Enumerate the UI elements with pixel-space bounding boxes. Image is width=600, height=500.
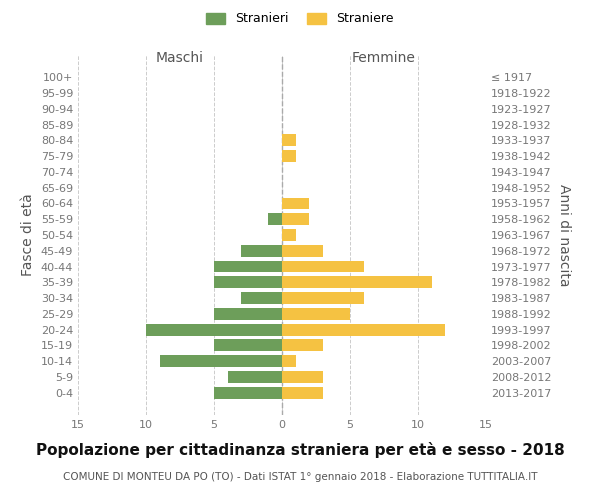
Bar: [214, 387, 282, 398]
Y-axis label: Fasce di età: Fasce di età: [21, 194, 35, 276]
Legend: Stranieri, Straniere: Stranieri, Straniere: [203, 8, 397, 29]
Bar: [282, 308, 350, 320]
Bar: [282, 371, 323, 383]
Bar: [282, 356, 296, 367]
Bar: [282, 229, 296, 241]
Bar: [241, 292, 282, 304]
Bar: [214, 340, 282, 351]
Bar: [160, 356, 282, 367]
Text: Femmine: Femmine: [352, 50, 416, 64]
Bar: [282, 340, 323, 351]
Bar: [268, 214, 282, 225]
Text: Maschi: Maschi: [156, 50, 204, 64]
Text: Popolazione per cittadinanza straniera per età e sesso - 2018: Popolazione per cittadinanza straniera p…: [35, 442, 565, 458]
Bar: [146, 324, 282, 336]
Bar: [227, 371, 282, 383]
Bar: [282, 150, 296, 162]
Bar: [282, 134, 296, 146]
Bar: [282, 292, 364, 304]
Bar: [282, 198, 309, 209]
Bar: [214, 308, 282, 320]
Bar: [282, 260, 364, 272]
Bar: [282, 245, 323, 256]
Text: COMUNE DI MONTEU DA PO (TO) - Dati ISTAT 1° gennaio 2018 - Elaborazione TUTTITAL: COMUNE DI MONTEU DA PO (TO) - Dati ISTAT…: [63, 472, 537, 482]
Bar: [282, 214, 309, 225]
Bar: [282, 324, 445, 336]
Bar: [282, 276, 431, 288]
Bar: [214, 260, 282, 272]
Bar: [282, 387, 323, 398]
Bar: [214, 276, 282, 288]
Bar: [241, 245, 282, 256]
Y-axis label: Anni di nascita: Anni di nascita: [557, 184, 571, 286]
